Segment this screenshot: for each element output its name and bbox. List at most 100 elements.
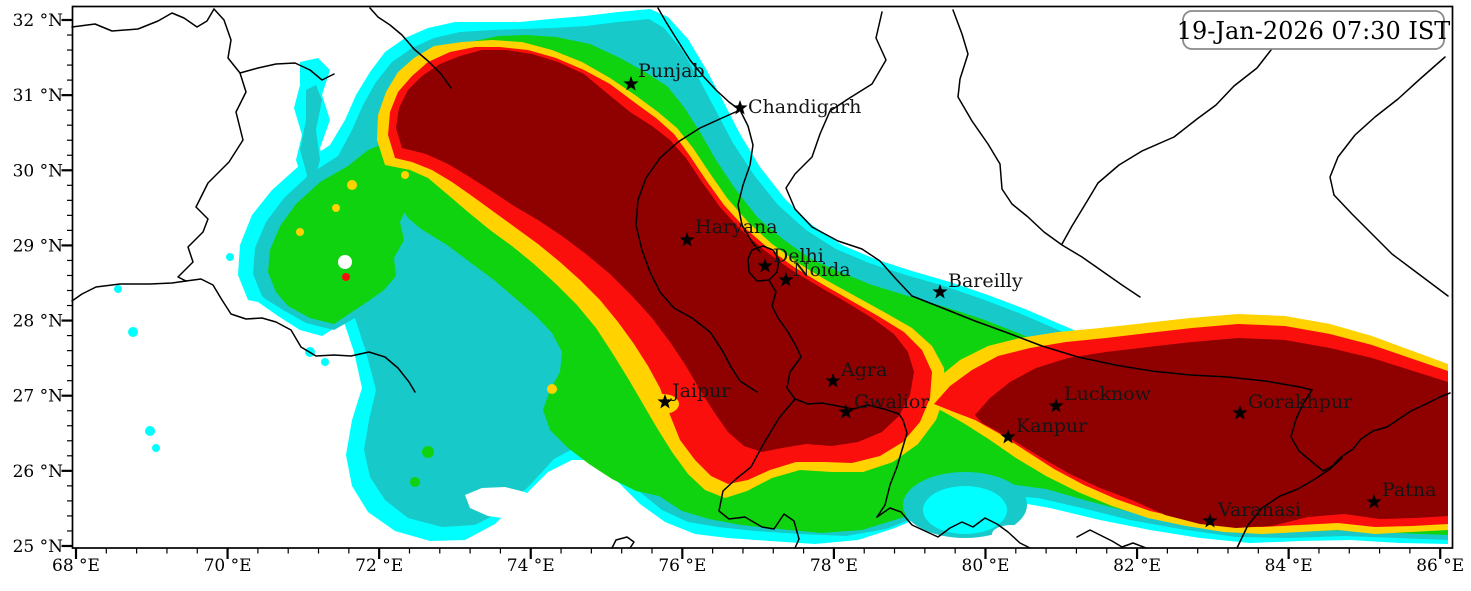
y-tick-label: 29 °N	[13, 236, 64, 256]
city-star-icon	[1048, 398, 1064, 413]
city-delhi: Delhi	[757, 245, 824, 273]
city-star-icon	[623, 76, 639, 91]
city-label: Patna	[1382, 479, 1436, 501]
city-label: Jaipur	[670, 380, 731, 402]
city-varanasi: Varanasi	[1202, 499, 1301, 528]
border-himalaya-link	[1061, 182, 1099, 245]
border-haryana-west	[635, 109, 758, 393]
contour-aqua-dot	[152, 444, 160, 452]
border-rajasthan-mp	[718, 398, 800, 549]
boundary-lines	[71, 7, 1451, 549]
border-uttarakhand-west	[785, 11, 913, 297]
border-nepal-province-b	[1333, 194, 1449, 297]
city-label: Noida	[793, 259, 851, 281]
city-lucknow: Lucknow	[1048, 383, 1152, 413]
x-tick-label: 72 °E	[355, 556, 403, 576]
x-tick-label: 80 °E	[962, 556, 1010, 576]
contour-yellow-dot	[547, 384, 557, 394]
city-star-icon	[825, 373, 841, 388]
city-star-icon	[1202, 513, 1218, 528]
contour-yellow-dot	[332, 204, 340, 212]
city-label: Haryana	[695, 216, 778, 238]
border-pak-rajasthan	[185, 278, 416, 393]
x-tick-label: 78 °E	[810, 556, 858, 576]
x-tick-label: 74 °E	[507, 556, 555, 576]
contour-green-dot	[422, 446, 434, 458]
city-label: Gorakhpur	[1248, 391, 1353, 413]
city-star-icon	[757, 258, 773, 273]
contour-green-dot	[419, 175, 427, 183]
x-tick-label: 76 °E	[658, 556, 706, 576]
city-bareilly: Bareilly	[932, 270, 1023, 299]
contour-layers	[114, 9, 1448, 544]
contour-turquoise-streak	[300, 85, 322, 222]
y-tick-label: 27 °N	[13, 387, 64, 407]
x-tick-label: 68 °E	[52, 556, 100, 576]
contour-green-dot	[410, 477, 420, 487]
contour-green-west	[268, 142, 408, 324]
border-ganges-bihar	[1236, 457, 1343, 549]
y-tick-label: 28 °N	[13, 312, 64, 332]
city-star-icon	[778, 272, 794, 287]
y-tick-label: 30 °N	[13, 161, 64, 181]
city-chandigarh: Chandigarh	[732, 96, 861, 118]
axis-ticks	[61, 18, 1442, 559]
contour-aqua-pocket	[923, 486, 1007, 534]
border-branch-east	[239, 62, 335, 81]
city-star-icon	[657, 394, 673, 409]
contour-aqua-dot	[145, 426, 155, 436]
contour-yellow-dot	[296, 228, 304, 236]
city-label: Bareilly	[948, 270, 1023, 292]
border-nepal-south	[911, 295, 1313, 391]
contour-aqua-dot	[226, 253, 234, 261]
contour-aqua-dot	[114, 285, 122, 293]
contour-darkred-east	[975, 338, 1448, 528]
timestamp-text: 19-Jan-2026 07:30 IST	[1177, 17, 1451, 45]
city-star-icon	[1000, 429, 1016, 444]
contour-aqua-dot	[128, 327, 138, 337]
contour-aqua-dot	[321, 358, 329, 366]
city-star-icon	[1366, 494, 1382, 509]
city-gwalior: Gwalior	[838, 391, 930, 419]
x-tick-label: 86 °E	[1416, 556, 1464, 576]
border-nepal-province-a	[1329, 56, 1446, 196]
border-pak-west	[177, 8, 247, 282]
city-patna: Patna	[1366, 479, 1436, 509]
border-bottom-blob	[611, 536, 635, 549]
border-punjab-haryana	[657, 7, 761, 253]
city-label: Varanasi	[1217, 499, 1301, 521]
city-haryana: Haryana	[679, 216, 778, 247]
x-tick-label: 82 °E	[1113, 556, 1161, 576]
city-star-icon	[838, 404, 854, 419]
border-yamuna	[768, 279, 802, 358]
border-afghan-jk	[71, 8, 215, 32]
y-tick-label: 31 °N	[13, 86, 64, 106]
city-label: Agra	[840, 359, 887, 381]
timestamp-border	[1182, 10, 1445, 50]
x-tick-label: 84 °E	[1265, 556, 1313, 576]
y-tick-label: 25 °N	[13, 537, 64, 557]
border-up-mp	[786, 356, 908, 518]
x-tick-label: 70 °E	[204, 556, 252, 576]
city-punjab: Punjab	[623, 60, 705, 91]
y-tick-label: 26 °N	[13, 462, 64, 482]
contour-yellow-dot	[401, 171, 409, 179]
axis-tick-labels: 68 °E 70 °E 72 °E 74 °E 76 °E 78 °E 80 °E 82 °E…	[13, 11, 1465, 576]
timestamp-box: 19-Jan-2026 07:30 IST	[1177, 10, 1451, 50]
city-agra: Agra	[825, 359, 887, 388]
border-bottom-meander-2	[1076, 529, 1147, 549]
city-label: Gwalior	[854, 391, 930, 413]
city-jaipur: Jaipur	[657, 380, 731, 409]
plot-frame	[71, 5, 1454, 549]
city-kanpur: Kanpur	[1000, 415, 1088, 444]
city-label: Chandigarh	[748, 96, 861, 118]
border-hp-punjab	[369, 7, 452, 89]
contour-darkred-west	[396, 50, 914, 452]
city-label: Punjab	[638, 60, 705, 82]
city-label: Kanpur	[1016, 415, 1088, 437]
city-label: Lucknow	[1064, 383, 1152, 405]
border-delhi-outline	[747, 245, 780, 282]
